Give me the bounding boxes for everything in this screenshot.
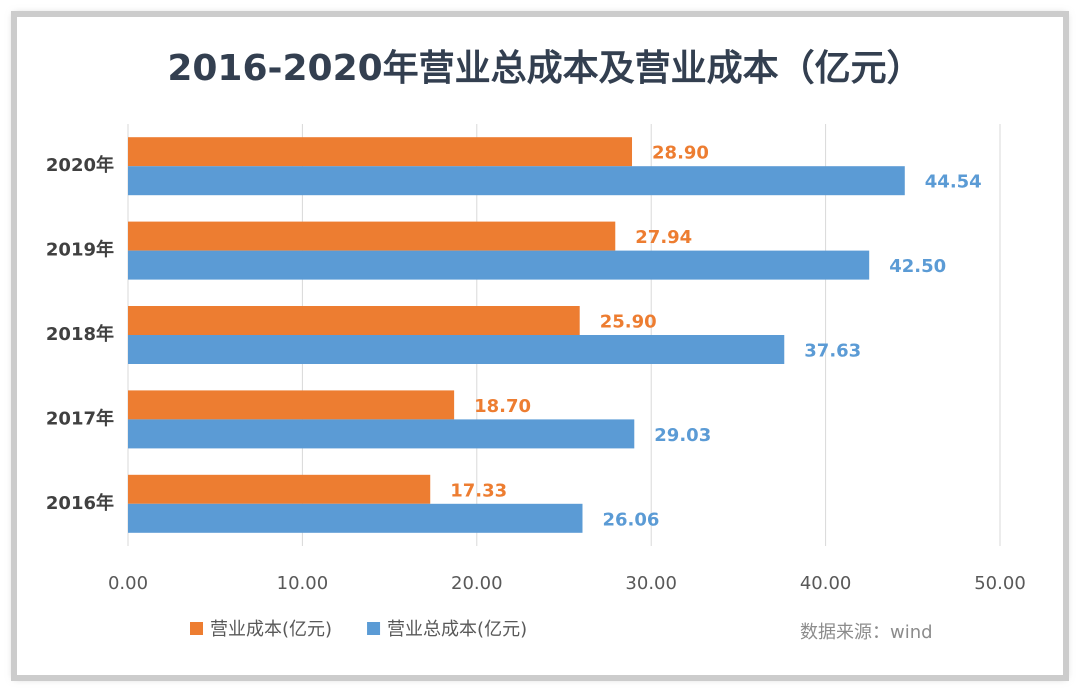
value-label: 42.50 (889, 256, 946, 277)
value-label: 44.54 (925, 172, 982, 193)
bar (128, 221, 616, 251)
value-label: 37.63 (804, 341, 861, 362)
legend-swatch (190, 622, 203, 635)
y-tick-label: 2020年 (46, 154, 114, 176)
legend-label: 营业总成本(亿元) (387, 619, 527, 640)
legend-label: 营业成本(亿元) (210, 619, 332, 640)
bar (128, 306, 580, 335)
value-label: 17.33 (450, 480, 507, 501)
x-tick-label: 30.00 (625, 573, 677, 594)
x-tick-label: 0.00 (108, 573, 148, 594)
x-tick-label: 10.00 (277, 573, 329, 594)
value-label: 25.90 (600, 312, 657, 333)
x-tick-label: 40.00 (800, 573, 852, 594)
bar (128, 419, 635, 449)
y-tick-label: 2016年 (46, 492, 114, 514)
legend-swatch (367, 622, 381, 635)
bar (128, 250, 870, 280)
chart-title: 2016-2020年营业总成本及营业成本（亿元） (167, 48, 922, 89)
bar (128, 335, 785, 364)
value-label: 26.06 (602, 509, 659, 530)
y-tick-label: 2017年 (46, 407, 114, 429)
x-tick-label: 20.00 (451, 573, 503, 594)
value-label: 29.03 (654, 425, 711, 446)
bar (128, 137, 633, 167)
value-label: 28.90 (652, 143, 709, 164)
bar (128, 503, 583, 533)
bar (128, 474, 431, 504)
y-tick-label: 2019年 (46, 239, 114, 261)
y-tick-label: 2018年 (46, 323, 114, 345)
value-label: 18.70 (474, 396, 531, 417)
bar (128, 166, 905, 196)
value-label: 27.94 (635, 227, 692, 248)
source-note: 数据来源：wind (800, 622, 933, 643)
bar (128, 390, 455, 420)
x-tick-label: 50.00 (974, 573, 1026, 594)
